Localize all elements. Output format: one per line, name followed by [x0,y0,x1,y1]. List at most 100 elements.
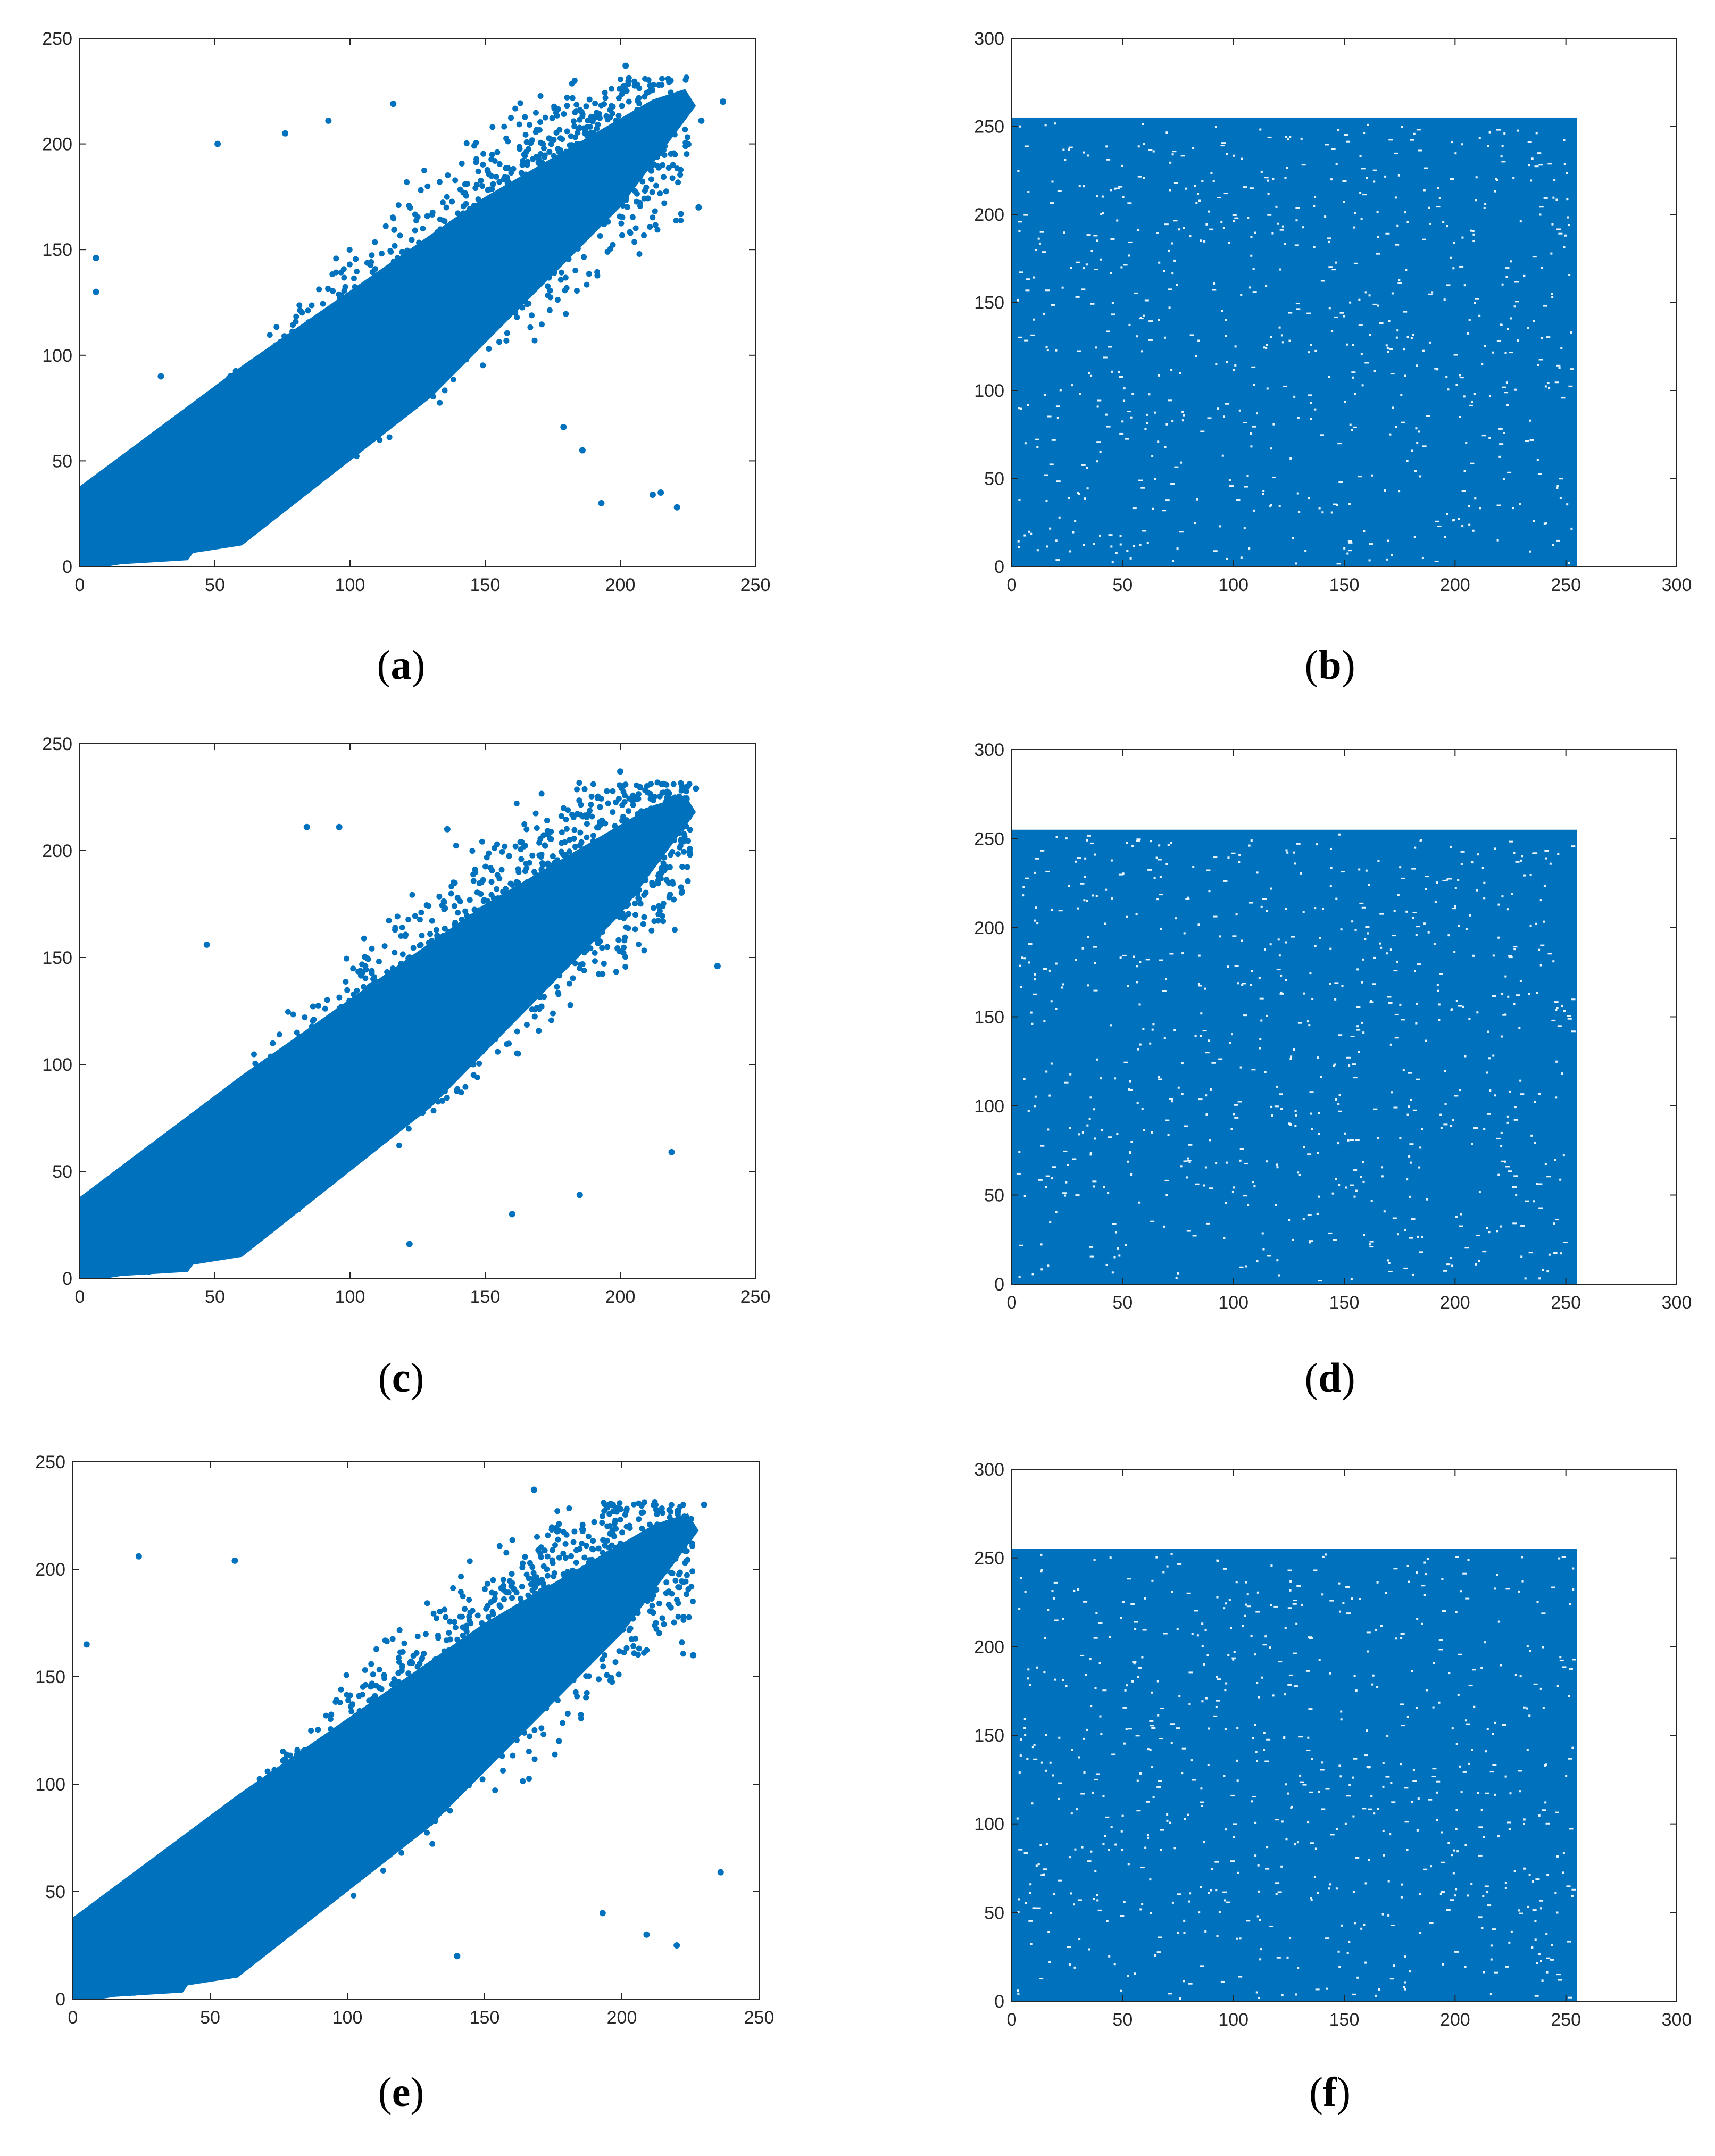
scatter-point [567,901,573,908]
scatter-point [404,179,410,185]
scatter-gap [1075,261,1080,263]
scatter-point [528,140,534,146]
scatter-point [550,242,556,248]
scatter-point [320,358,327,364]
scatter-gap [1388,348,1393,350]
scatter-point [417,256,423,263]
scatter-point [407,1029,413,1036]
scatter-point [302,1014,308,1021]
scatter-point [453,843,459,849]
scatter-point [680,819,687,825]
scatter-gap [1347,540,1352,542]
scatter-point [141,506,147,513]
scatter-point [619,103,625,109]
scatter-gap [1314,408,1317,411]
scatter-point [351,431,357,438]
scatter-point [671,837,678,844]
scatter-point [295,359,302,365]
scatter-point [318,1088,324,1095]
scatter-point [247,439,254,446]
scatter-point [527,324,534,330]
scatter-point [584,281,590,288]
scatter-point [269,445,276,452]
scatter-point [88,555,94,561]
scatter-point [598,168,604,174]
scatter-point [445,172,451,178]
scatter-point [502,279,508,286]
scatter-point [261,1140,268,1146]
scatter-point [455,210,461,217]
scatter-point [523,826,530,833]
scatter-point [217,443,223,449]
scatter-point [411,334,418,340]
scatter-point [563,285,570,291]
scatter-point [315,393,322,399]
scatter-point [654,105,661,112]
scatter-point [550,853,556,859]
scatter-gap [1189,235,1192,238]
scatter-gap [1534,165,1539,168]
scatter-point [248,1188,255,1195]
scatter-point [346,332,353,338]
scatter-point [363,1084,370,1090]
scatter-point [607,246,613,252]
scatter-point [654,227,661,233]
scatter-gap [1478,137,1481,139]
scatter-point [596,856,602,862]
scatter-gap [1157,440,1160,443]
scatter-point [645,161,651,168]
scatter-point [165,1251,172,1257]
scatter-gap [1308,394,1312,396]
scatter-gap [1246,475,1249,477]
scatter-gap [1343,315,1346,318]
scatter-point [391,1127,397,1134]
scatter-gap [1139,317,1142,319]
scatter-point [330,430,337,437]
scatter-gap [1210,172,1213,174]
scatter-point [361,996,368,1002]
scatter-gap [1076,491,1079,494]
scatter-point [433,944,439,951]
scatter-gap [1566,198,1569,201]
scatter-point [360,1021,366,1028]
scatter-gap [1294,244,1299,246]
scatter-gap [1259,128,1262,131]
scatter-point [661,174,667,180]
scatter-point [670,781,677,787]
scatter-gap [1278,505,1281,507]
scatter-point [140,1188,146,1194]
scatter-point [363,967,369,973]
scatter-gap [1118,371,1120,373]
scatter-point [484,854,490,861]
scatter-gap [1426,415,1431,417]
scatter-gap [1270,504,1272,506]
scatter-point [357,419,363,426]
scatter-point [374,1052,380,1058]
scatter-point [635,791,642,797]
scatter-point [453,355,460,361]
scatter-point [653,143,660,149]
scatter-point [602,910,608,917]
scatter-gap [1501,386,1506,388]
scatter-gap [1418,149,1422,152]
scatter-gap [1461,236,1464,239]
scatter-point [627,184,634,190]
scatter-point [652,208,658,214]
scatter-point [300,357,306,363]
scatter-point [432,1081,438,1088]
scatter-point [642,76,648,82]
scatter-gap [1068,146,1073,148]
scatter-point [251,1156,257,1163]
scatter-point [659,76,665,82]
scatter-gap [1454,152,1457,155]
scatter-point [637,173,643,180]
scatter-point [582,845,588,852]
scatter-gap [1471,401,1473,403]
scatter-point [588,129,595,136]
scatter-point [190,490,196,496]
scatter-gap [1185,187,1187,190]
scatter-point [456,1016,463,1022]
scatter-gap [1547,163,1552,165]
scatter-point [400,350,406,356]
